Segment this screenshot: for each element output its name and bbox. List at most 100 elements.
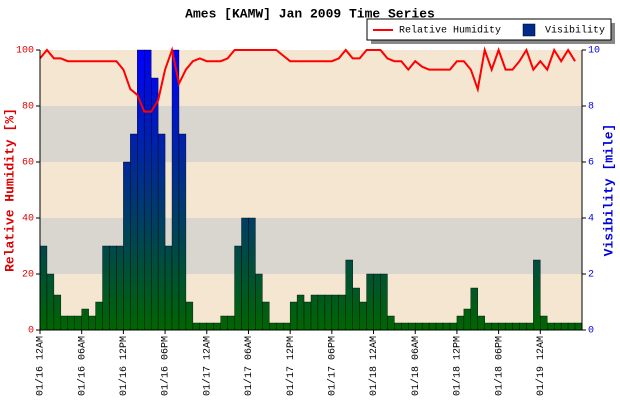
- legend-label: Relative Humidity: [399, 25, 501, 37]
- visibility-bar: [130, 133, 138, 331]
- visibility-bar: [53, 294, 62, 331]
- visibility-bar: [526, 322, 534, 331]
- visibility-bar: [435, 322, 444, 331]
- y-axis-label: Relative Humidity [%]: [2, 108, 17, 272]
- visibility-bar: [560, 322, 569, 331]
- y2-tick-label: 10: [588, 46, 600, 57]
- visibility-bar: [171, 49, 180, 331]
- visibility-bar: [512, 322, 520, 331]
- visibility-bar: [380, 273, 388, 331]
- y2-tick-label: 2: [588, 270, 594, 281]
- visibility-bar: [373, 273, 381, 331]
- x-tick-label: 01/16 06AM: [76, 336, 88, 396]
- visibility-bar: [46, 273, 55, 331]
- visibility-bar: [60, 315, 68, 331]
- visibility-bar: [574, 322, 583, 331]
- visibility-bar: [269, 322, 277, 331]
- chart-title: Ames [KAMW] Jan 2009 Time Series: [185, 6, 435, 21]
- visibility-bar: [533, 259, 541, 331]
- visibility-bar: [137, 49, 145, 331]
- visibility-bar: [331, 294, 339, 331]
- y-tick-label: 40: [22, 214, 34, 225]
- visibility-bar: [338, 294, 346, 331]
- y2-tick-label: 6: [588, 158, 594, 169]
- visibility-bar: [164, 245, 173, 331]
- y-tick-label: 80: [22, 102, 34, 113]
- visibility-bar: [234, 245, 242, 331]
- visibility-bar: [498, 322, 506, 331]
- visibility-bar: [345, 259, 353, 331]
- x-tick-label: 01/17 06PM: [326, 336, 338, 396]
- y2-tick-label: 4: [588, 214, 594, 225]
- visibility-bar: [408, 322, 416, 331]
- visibility-bar: [150, 77, 159, 331]
- visibility-bar: [310, 294, 319, 331]
- y2-axis-label: Visibility [mile]: [601, 124, 616, 257]
- x-tick-label: 01/16 12PM: [118, 336, 130, 396]
- visibility-bar: [567, 322, 576, 331]
- visibility-bar: [387, 315, 395, 331]
- y-tick-label: 60: [22, 158, 34, 169]
- visibility-bar: [199, 322, 207, 331]
- x-tick-label: 01/19 12AM: [535, 336, 547, 396]
- visibility-bar: [296, 294, 305, 331]
- y-tick-label: 100: [16, 46, 34, 57]
- background-band: [40, 50, 582, 106]
- x-tick-label: 01/18 12AM: [368, 336, 380, 396]
- y-tick-label: 20: [22, 270, 34, 281]
- visibility-bar: [519, 322, 527, 331]
- y2-tick-label: 8: [588, 102, 594, 113]
- visibility-bar: [39, 245, 48, 331]
- visibility-bar: [554, 322, 562, 331]
- visibility-bar: [255, 273, 263, 331]
- legend: Relative Humidity Visibility: [366, 18, 615, 44]
- background-band: [40, 106, 582, 162]
- visibility-bar: [463, 308, 472, 331]
- visibility-bar: [262, 301, 270, 331]
- visibility-bar: [491, 322, 499, 331]
- x-tick-label: 01/18 12PM: [452, 336, 464, 396]
- visibility-bar: [213, 322, 221, 331]
- visibility-bar: [157, 133, 166, 331]
- visibility-bar: [359, 301, 367, 331]
- visibility-bar: [227, 315, 235, 331]
- visibility-bar: [428, 322, 437, 331]
- visibility-bar: [317, 294, 326, 331]
- visibility-bar: [102, 245, 110, 331]
- visibility-bar: [477, 315, 485, 331]
- visibility-bar: [74, 315, 82, 331]
- visibility-bar: [276, 322, 284, 331]
- x-tick-label: 01/17 12PM: [285, 336, 297, 396]
- visibility-bar: [178, 133, 187, 331]
- visibility-bar: [116, 245, 124, 331]
- visibility-bar: [303, 301, 312, 331]
- visibility-bar: [456, 315, 465, 331]
- visibility-bar: [421, 322, 430, 331]
- x-tick-label: 01/18 06AM: [410, 336, 422, 396]
- visibility-bar: [401, 322, 409, 331]
- visibility-bar: [206, 322, 214, 331]
- visibility-bar: [366, 273, 374, 331]
- x-tick-label: 01/17 12AM: [201, 336, 213, 396]
- y-tick-label: 0: [28, 326, 34, 337]
- visibility-bar: [220, 315, 228, 331]
- legend-box: [366, 18, 612, 41]
- visibility-bar: [109, 245, 117, 331]
- visibility-bar: [95, 301, 103, 331]
- visibility-bar: [415, 322, 423, 331]
- visibility-bar: [352, 287, 360, 331]
- x-tick-label: 01/16 12AM: [35, 336, 47, 396]
- x-tick-label: 01/17 06AM: [243, 336, 255, 396]
- visibility-bar: [248, 217, 256, 331]
- visibility-bar: [442, 322, 451, 331]
- visibility-bar: [394, 322, 402, 331]
- x-tick-label: 01/16 06PM: [160, 336, 172, 396]
- visibility-bar: [123, 161, 131, 331]
- visibility-bar: [449, 322, 458, 331]
- y2-tick-label: 0: [588, 326, 594, 337]
- visibility-bar: [283, 322, 291, 331]
- visibility-bar: [470, 287, 478, 331]
- x-tick-label: 01/18 06PM: [493, 336, 505, 396]
